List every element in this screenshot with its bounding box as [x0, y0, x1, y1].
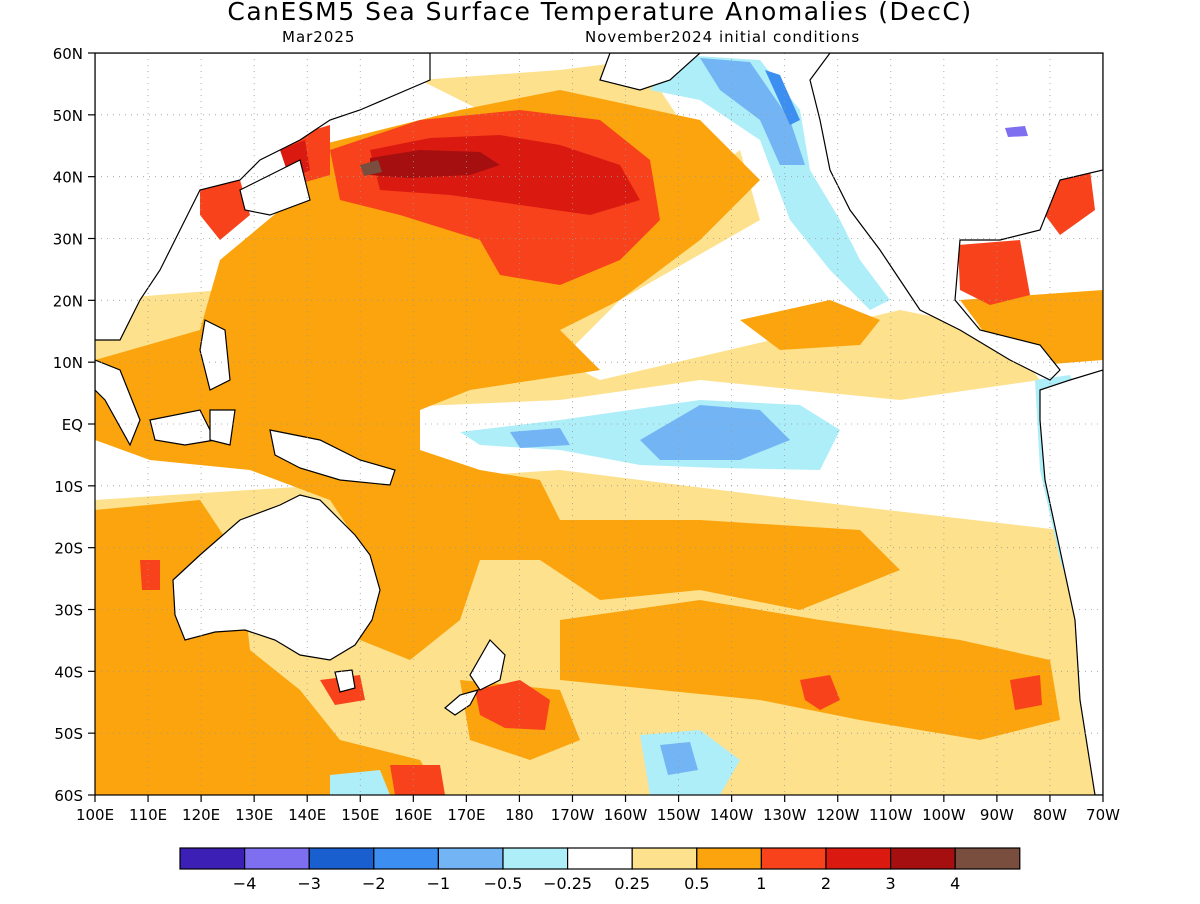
philippines: [199, 319, 231, 391]
lat-tick-label: 30N: [53, 231, 83, 249]
lon-tick-label: 120W: [816, 806, 860, 824]
japan: [239, 159, 311, 216]
lon-tick-label: 150E: [341, 806, 379, 824]
sulawesi: [209, 409, 236, 446]
lat-tick-label: 10S: [54, 478, 83, 496]
legend-swatch: [825, 847, 892, 870]
lon-tick-label: 90W: [980, 806, 1014, 824]
lat-tick-label: 40N: [53, 169, 83, 187]
legend-swatch: [437, 847, 504, 870]
legend-swatch: [502, 847, 569, 870]
great-lakes: [1005, 126, 1028, 137]
legend-boundary-label: −0.25: [543, 874, 592, 893]
lon-tick-label: 110E: [129, 806, 167, 824]
legend-swatch: [244, 847, 310, 870]
legend-boundary-label: −1: [427, 874, 451, 893]
anomaly-above-4: [360, 160, 382, 176]
lon-tick-label: 180: [505, 806, 534, 824]
lon-tick-label: 140W: [710, 806, 754, 824]
legend-boundary-label: −4: [233, 874, 257, 893]
legend-swatch: [373, 847, 439, 870]
lon-tick-label: 80W: [1033, 806, 1067, 824]
north-america: [809, 53, 1103, 381]
initial-conditions-label: November2024 initial conditions: [585, 28, 861, 46]
lon-tick-label: 110W: [869, 806, 913, 824]
lon-tick-label: 170E: [447, 806, 485, 824]
lat-tick-label: 20S: [54, 540, 83, 558]
lat-tick-label: 50S: [54, 725, 83, 743]
map-title: CanESM5 Sea Surface Temperature Anomalie…: [227, 0, 973, 26]
sumatra-malaya: [95, 359, 141, 447]
anomaly-3-to-4: [370, 150, 500, 178]
legend-swatch: [566, 847, 633, 870]
legend-swatch: [760, 847, 827, 870]
new-zealand-south: [444, 689, 480, 716]
lon-tick-label: 130W: [763, 806, 807, 824]
legend-boundary-label: 0.5: [684, 874, 709, 893]
longitude-axis: 100E 110E 120E 130E 140E 150E 160E 170E 180 170W 1…: [76, 795, 1120, 824]
legend-boundary-label: −3: [297, 874, 321, 893]
map-grid: [95, 53, 1103, 795]
south-america: [1039, 369, 1103, 795]
lon-tick-label: 140E: [288, 806, 326, 824]
lat-tick-label: 40S: [54, 663, 83, 681]
legend-boundary-label: 0.25: [614, 874, 650, 893]
land-masses: [95, 53, 1103, 795]
lon-tick-label: 160E: [394, 806, 432, 824]
lon-tick-label: 130E: [235, 806, 273, 824]
legend-swatch: [889, 847, 956, 870]
legend-swatch: [179, 847, 246, 870]
tasmania: [334, 669, 356, 693]
forecast-month-label: Mar2025: [282, 28, 356, 46]
legend-boundary-label: 3: [886, 874, 896, 893]
asia-mainland: [95, 53, 431, 341]
australia: [172, 494, 381, 661]
lat-tick-label: 30S: [54, 602, 83, 620]
lat-tick-label: 20N: [53, 292, 83, 310]
lon-tick-label: 100W: [922, 806, 966, 824]
alaska-coast: [599, 53, 701, 91]
borneo: [149, 409, 216, 446]
legend-boundary-label: 2: [821, 874, 831, 893]
legend-swatch: [696, 847, 762, 870]
lon-tick-label: 100E: [76, 806, 114, 824]
lat-tick-label: 60S: [54, 787, 83, 805]
lat-tick-label: 50N: [53, 107, 83, 125]
lon-tick-label: 120E: [182, 806, 220, 824]
lon-tick-label: 70W: [1086, 806, 1120, 824]
anomaly-field: [95, 53, 1103, 795]
lat-tick-label: EQ: [62, 416, 83, 434]
legend-boundary-label: −0.5: [484, 874, 523, 893]
lon-tick-label: 150W: [657, 806, 701, 824]
lon-tick-label: 160W: [604, 806, 648, 824]
legend-boundary-label: −2: [362, 874, 386, 893]
color-legend: −4 −3 −2 −1 −0.5 −0.25 0.25 0.5 1 2 3 4: [179, 847, 1021, 893]
new-guinea: [269, 429, 396, 486]
lat-tick-label: 10N: [53, 354, 83, 372]
legend-boundary-label: 4: [950, 874, 960, 893]
legend-boundary-label: 1: [756, 874, 766, 893]
latitude-axis: 60N 50N 40N 30N 20N 10N EQ 10S 20S 30S 40S 50S 60S: [53, 45, 95, 805]
new-zealand-north: [469, 639, 506, 691]
lon-tick-label: 170W: [551, 806, 595, 824]
legend-swatch: [954, 847, 1021, 870]
legend-swatch: [308, 847, 375, 870]
legend-swatch: [631, 847, 698, 870]
lat-tick-label: 60N: [53, 45, 83, 63]
